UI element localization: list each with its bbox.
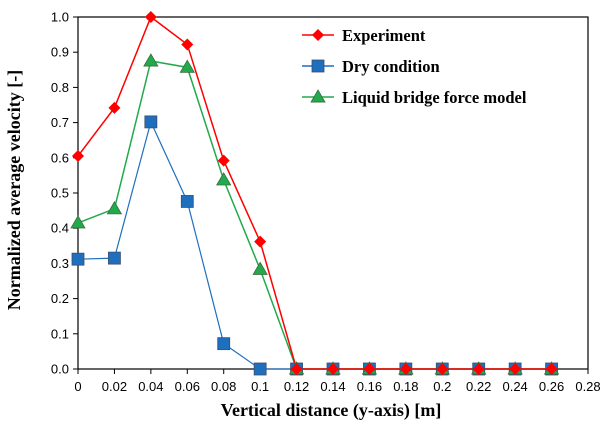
legend-label: Dry condition bbox=[342, 57, 440, 76]
data-point bbox=[108, 252, 120, 264]
y-tick-label: 0.2 bbox=[51, 291, 69, 306]
legend-label: Experiment bbox=[342, 26, 426, 45]
x-tick-label: 0 bbox=[74, 379, 81, 394]
x-tick-label: 0.16 bbox=[357, 379, 382, 394]
x-axis-title: Vertical distance (y-axis) [m] bbox=[221, 400, 442, 421]
y-tick-label: 0.3 bbox=[51, 256, 69, 271]
data-point bbox=[181, 195, 193, 207]
y-tick-label: 1.0 bbox=[51, 10, 69, 25]
x-tick-label: 0.22 bbox=[466, 379, 491, 394]
y-tick-label: 0.5 bbox=[51, 186, 69, 201]
series-triangle bbox=[78, 61, 552, 369]
series-line bbox=[78, 61, 552, 369]
y-tick-label: 0.9 bbox=[51, 45, 69, 60]
data-point bbox=[145, 116, 157, 128]
x-tick-label: 0.18 bbox=[393, 379, 418, 394]
y-tick-label: 0.1 bbox=[51, 326, 69, 341]
legend-marker bbox=[311, 90, 325, 102]
data-point bbox=[254, 363, 266, 375]
data-point bbox=[181, 38, 193, 50]
y-tick-label: 0.6 bbox=[51, 150, 69, 165]
legend-marker bbox=[312, 29, 324, 41]
data-point bbox=[254, 236, 266, 248]
legend-marker bbox=[312, 60, 324, 72]
x-tick-label: 0.14 bbox=[320, 379, 345, 394]
legend-label: Liquid bridge force model bbox=[342, 88, 527, 107]
y-axis-title: Normalized average velocity [-] bbox=[4, 70, 24, 310]
series-markers-square bbox=[72, 116, 558, 375]
x-tick-label: 0.26 bbox=[539, 379, 564, 394]
x-tick-label: 0.2 bbox=[433, 379, 451, 394]
y-tick-label: 0.7 bbox=[51, 115, 69, 130]
data-point bbox=[71, 216, 85, 228]
y-tick-label: 0.0 bbox=[51, 362, 69, 377]
x-tick-label: 0.04 bbox=[138, 379, 163, 394]
axes: 0.0 0.1 0.2 0.3 0.4 0.5 0.6 0.7 0.8 0.9 1.0 0 0.02 0.… bbox=[51, 10, 601, 395]
data-point bbox=[218, 338, 230, 350]
data-point bbox=[72, 150, 84, 162]
legend: Experiment Dry condition Liquid bridge for… bbox=[302, 26, 527, 107]
data-point bbox=[145, 11, 157, 23]
x-tick-label: 0.28 bbox=[575, 379, 600, 394]
x-tick-label: 0.06 bbox=[175, 379, 200, 394]
y-tick-label: 0.8 bbox=[51, 80, 69, 95]
data-point bbox=[107, 202, 121, 214]
x-tick-label: 0.08 bbox=[211, 379, 236, 394]
data-point bbox=[108, 102, 120, 114]
data-point bbox=[253, 262, 267, 274]
plot-frame bbox=[78, 17, 588, 369]
x-tick-label: 0.1 bbox=[251, 379, 269, 394]
x-tick-label: 0.12 bbox=[284, 379, 309, 394]
y-tick-label: 0.4 bbox=[51, 221, 69, 236]
x-tick-label: 0.02 bbox=[102, 379, 127, 394]
series-line bbox=[78, 122, 552, 369]
data-point bbox=[217, 173, 231, 185]
data-point bbox=[72, 253, 84, 265]
data-point bbox=[144, 54, 158, 66]
x-tick-label: 0.24 bbox=[502, 379, 527, 394]
series-square bbox=[78, 122, 552, 369]
